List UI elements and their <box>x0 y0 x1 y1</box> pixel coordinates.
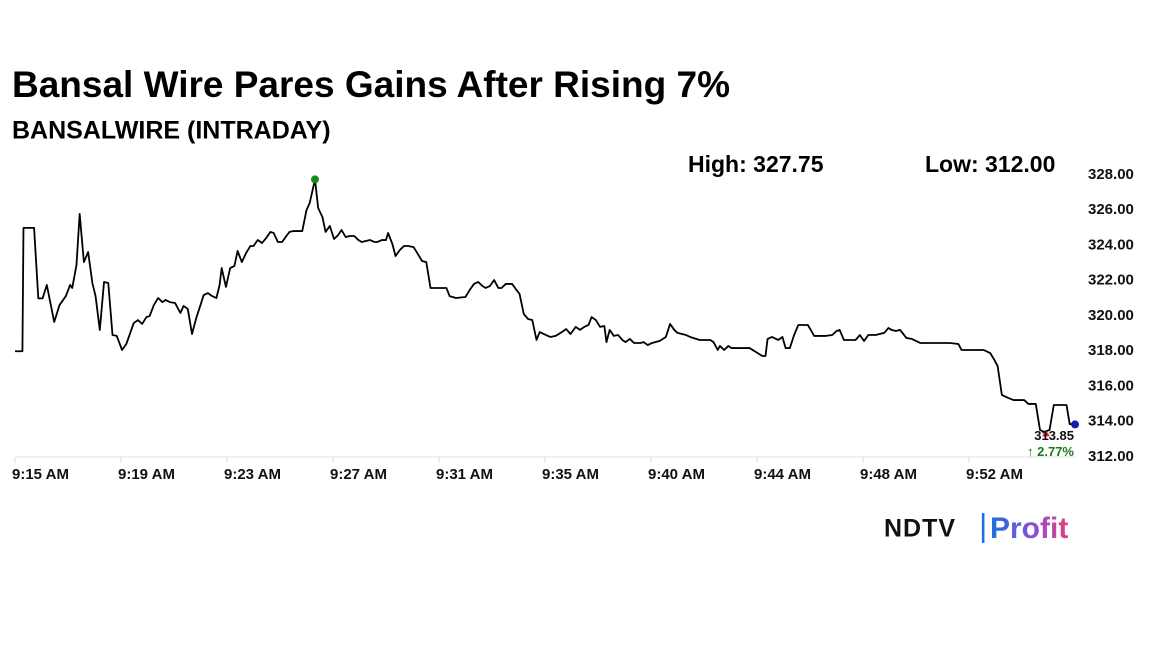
x-tick-label: 9:23 AM <box>224 466 281 483</box>
high-annotation: High: 327.75 <box>688 151 824 177</box>
change-label: ↑ 2.77% <box>1027 444 1074 459</box>
y-tick-label: 322.00 <box>1088 272 1134 289</box>
high-marker <box>310 175 319 184</box>
y-tick-label: 320.00 <box>1088 307 1134 324</box>
x-tick-label: 9:35 AM <box>542 466 599 483</box>
x-tick-label: 9:48 AM <box>860 466 917 483</box>
x-tick-label: 9:27 AM <box>330 466 387 483</box>
x-tick-label: 9:52 AM <box>966 466 1023 483</box>
y-tick-label: 326.00 <box>1088 201 1134 218</box>
y-tick-label: 328.00 <box>1088 166 1134 183</box>
chart-title: Bansal Wire Pares Gains After Rising 7% <box>12 64 730 105</box>
brand-right: Profit <box>990 512 1068 545</box>
y-tick-label: 318.00 <box>1088 342 1134 359</box>
x-tick-label: 9:44 AM <box>754 466 811 483</box>
y-tick-label: 316.00 <box>1088 377 1134 394</box>
price-line <box>15 178 1076 433</box>
chart-subtitle: BANSALWIRE (INTRADAY) <box>12 117 331 145</box>
y-tick-label: 312.00 <box>1088 448 1134 465</box>
x-tick-label: 9:19 AM <box>118 466 175 483</box>
last-arrow <box>1042 430 1050 437</box>
y-tick-label: 314.00 <box>1088 413 1134 430</box>
x-tick-label: 9:15 AM <box>12 466 69 483</box>
brand-left: NDTV <box>884 515 956 543</box>
brand-separator: | <box>979 507 987 543</box>
last-value-label: 313.85 <box>1034 428 1074 443</box>
y-tick-label: 324.00 <box>1088 236 1134 253</box>
x-tick-label: 9:40 AM <box>648 466 705 483</box>
last-marker <box>1071 420 1079 429</box>
low-annotation: Low: 312.00 <box>925 151 1055 177</box>
x-tick-label: 9:31 AM <box>436 466 493 483</box>
